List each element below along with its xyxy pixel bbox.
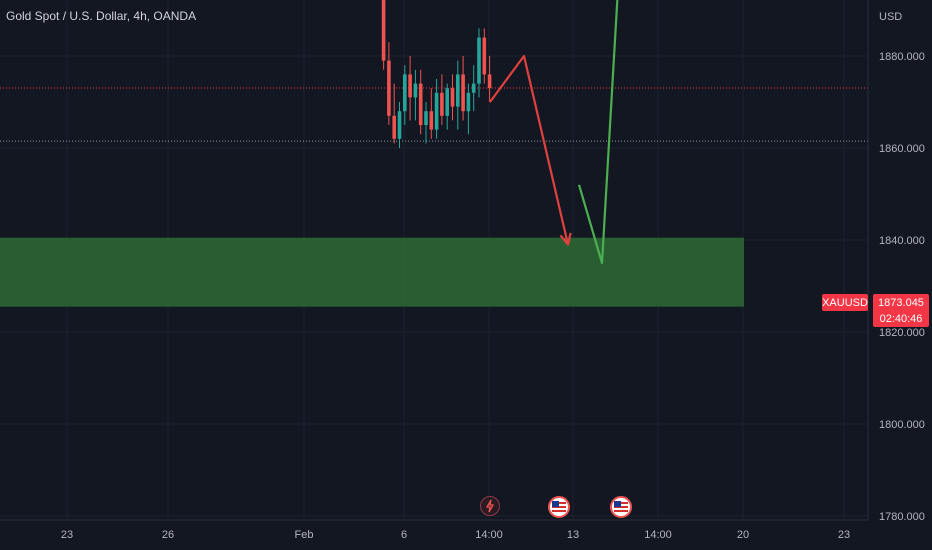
bearish-path-arrowhead (559, 232, 572, 246)
horizontal-lines-layer (0, 87, 868, 142)
candles-layer (381, 0, 492, 148)
chart-title: Gold Spot / U.S. Dollar, 4h, OANDA (6, 9, 197, 23)
x-tick-label: 23 (61, 529, 73, 541)
x-tick-label: 23 (838, 529, 850, 541)
time-axis[interactable]: 23 26 Feb 6 14:00 13 14:00 20 23 (0, 519, 932, 550)
y-tick-label: 1840.000 (879, 235, 925, 247)
candle-body (424, 111, 428, 125)
x-tick-label: 6 (401, 529, 407, 541)
candle (387, 42, 391, 125)
candle-body (408, 74, 412, 98)
candle-body (477, 37, 481, 84)
candle (408, 56, 412, 121)
candle-body (445, 88, 449, 116)
candle (418, 69, 423, 135)
candle-body (392, 115, 396, 139)
candle-body (434, 92, 439, 130)
price-tag (873, 294, 929, 327)
candle (434, 79, 439, 139)
candle-body (482, 37, 487, 75)
zones-layer (0, 237, 744, 307)
us-flag-icon[interactable] (548, 496, 570, 518)
candle-body (381, 0, 386, 61)
candle (424, 102, 428, 144)
currency-label: USD (879, 11, 902, 23)
x-tick-label: Feb (295, 529, 314, 541)
bullish-path (577, 0, 619, 265)
price-label: XAUUSD 1873.045 02:40:46 (822, 294, 929, 327)
candle (466, 83, 471, 135)
us-flag-icon[interactable] (610, 496, 632, 518)
y-tick-label: 1800.000 (879, 419, 925, 431)
symbol-label: XAUUSD (822, 297, 868, 309)
candle (413, 69, 418, 121)
lightning-icon[interactable] (480, 496, 500, 516)
candle (392, 83, 396, 144)
candle (450, 74, 455, 121)
projections-layer (489, 0, 619, 265)
candle-body (466, 92, 471, 112)
candle-body (387, 60, 391, 116)
candle (456, 60, 460, 130)
candle-body (403, 74, 407, 112)
candle (445, 83, 449, 130)
candle-body (471, 83, 476, 93)
candle-body (413, 83, 418, 98)
x-tick-label: 20 (737, 529, 749, 541)
bearish-path (489, 54, 570, 245)
x-tick-label: 26 (162, 529, 174, 541)
candle-body (429, 111, 434, 130)
candle (403, 65, 407, 125)
x-tick-label: 13 (567, 529, 579, 541)
candle (487, 56, 492, 102)
candle-body (456, 74, 460, 107)
y-tick-label: 1880.000 (879, 51, 925, 63)
y-tick-label: 1860.000 (879, 143, 925, 155)
countdown-label: 02:40:46 (880, 313, 923, 325)
candle (477, 28, 481, 98)
candle-body (397, 111, 402, 139)
candle-body (450, 88, 455, 107)
candle-body (461, 74, 465, 112)
price-axis[interactable]: USD 1780.0001800.0001820.0001840.0001860… (867, 0, 932, 523)
symbol-tag (822, 294, 868, 311)
candle (471, 65, 476, 112)
candle-body (487, 74, 492, 89)
candle (381, 0, 386, 70)
candle-body (418, 83, 423, 125)
candle-body (440, 92, 444, 116)
candle (429, 88, 434, 139)
candle (482, 28, 487, 84)
candle (440, 74, 444, 125)
support-zone (0, 237, 744, 307)
y-tick-label: 1820.000 (879, 327, 925, 339)
candle (461, 56, 465, 121)
x-tick-label: 14:00 (644, 529, 672, 541)
candle (397, 102, 402, 148)
current-price-label: 1873.045 (878, 297, 924, 309)
x-tick-label: 14:00 (475, 529, 503, 541)
